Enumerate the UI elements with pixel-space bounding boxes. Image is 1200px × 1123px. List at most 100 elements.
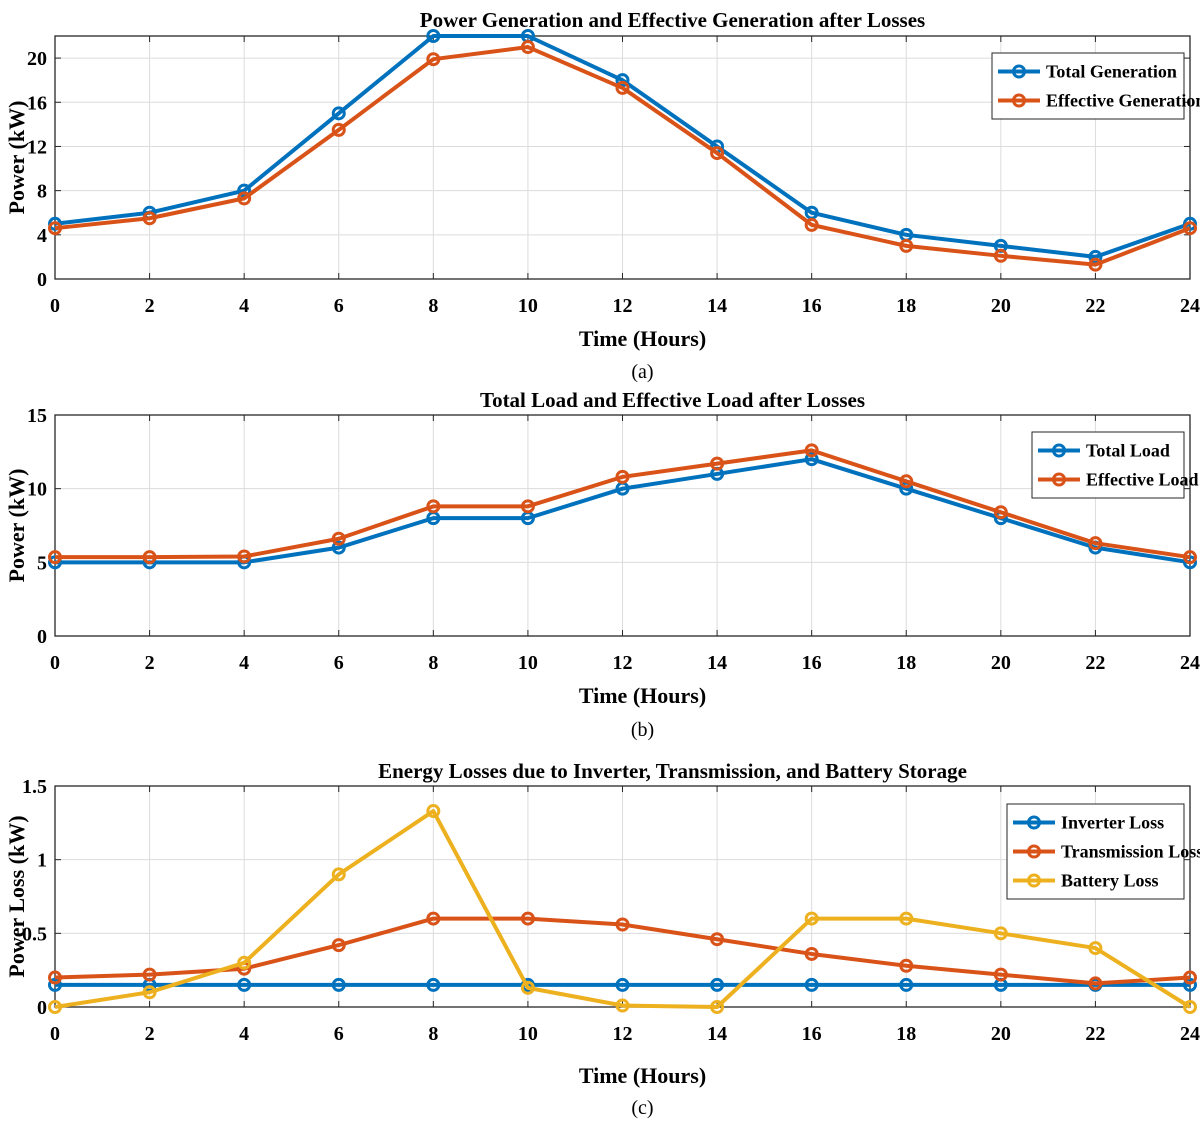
data-point: [331, 938, 346, 953]
y-tick-label: 4: [37, 225, 47, 247]
data-point: [142, 211, 157, 226]
data-point: [142, 550, 157, 565]
data-point: [1088, 257, 1103, 272]
data-point: [710, 977, 725, 992]
data-point: [615, 80, 630, 95]
x-tick-label: 10: [518, 1023, 538, 1045]
x-tick-label: 10: [518, 652, 538, 674]
legend-label: Total Generation: [1046, 62, 1177, 82]
x-tick-label: 20: [991, 652, 1011, 674]
data-point: [142, 967, 157, 982]
legend-box: [991, 52, 1185, 120]
data-point: [615, 977, 630, 992]
legend-marker: [1052, 472, 1066, 487]
data-point: [1183, 550, 1197, 565]
data-point: [48, 216, 62, 231]
x-tick-label: 12: [613, 652, 633, 674]
x-tick-label: 4: [239, 1023, 249, 1045]
data-point: [48, 977, 62, 992]
data-point: [615, 998, 630, 1013]
data-point: [615, 469, 630, 484]
data-point: [331, 540, 346, 555]
data-point: [899, 474, 914, 489]
data-point: [993, 505, 1008, 520]
data-point: [1183, 1000, 1197, 1014]
x-tick-label: 8: [428, 295, 438, 317]
x-tick-label: 6: [334, 1023, 344, 1045]
data-point: [804, 911, 819, 926]
legend-marker: [1027, 844, 1041, 859]
data-point: [804, 443, 819, 458]
data-point: [237, 549, 252, 564]
x-tick-label: 16: [802, 1023, 822, 1045]
data-point: [520, 499, 535, 514]
panel-caption: (b): [631, 719, 654, 741]
legend-label: Effective Generation: [1046, 91, 1200, 111]
legend: Total Generation Effective Generation: [991, 52, 1200, 120]
x-tick-label: 22: [1085, 1023, 1105, 1045]
series-battery-loss: [48, 804, 1197, 1014]
y-tick-label: 16: [27, 92, 47, 114]
x-tick-label: 20: [991, 295, 1011, 317]
x-tick-label: 14: [707, 652, 727, 674]
data-point: [48, 221, 62, 236]
y-tick-label: 12: [27, 136, 47, 158]
y-tick-label: 1: [37, 850, 47, 872]
data-point: [1183, 970, 1197, 985]
x-tick-label: 18: [896, 295, 916, 317]
x-axis-label: Time (Hours): [579, 1063, 706, 1088]
chart-title: Power Generation and Effective Generatio…: [420, 8, 925, 32]
series-line: [54, 34, 1191, 259]
data-point: [710, 456, 725, 471]
x-tick-label: 16: [802, 652, 822, 674]
legend-label: Transmission Loss: [1061, 842, 1200, 862]
x-tick-label: 8: [428, 652, 438, 674]
x-tick-label: 20: [991, 1023, 1011, 1045]
legend-marker: [1052, 443, 1066, 458]
x-tick-label: 10: [518, 295, 538, 317]
data-point: [48, 970, 62, 985]
data-point: [426, 29, 441, 43]
x-tick-label: 14: [707, 295, 727, 317]
data-point: [426, 52, 441, 67]
data-point: [237, 977, 252, 992]
data-point: [1088, 976, 1103, 991]
data-point: [426, 977, 441, 992]
series-effective-load: [48, 443, 1197, 565]
data-point: [993, 967, 1008, 982]
data-point: [899, 911, 914, 926]
series-line: [55, 448, 1191, 560]
data-point: [1183, 221, 1197, 236]
data-point: [804, 452, 819, 467]
legend-label: Effective Load: [1086, 470, 1198, 490]
chart-title: Energy Losses due to Inverter, Transmiss…: [378, 759, 967, 783]
data-point: [804, 217, 819, 232]
x-tick-label: 18: [896, 652, 916, 674]
y-axis-label: Power Loss (kW): [4, 815, 29, 977]
data-point: [710, 932, 725, 947]
data-point: [331, 106, 346, 121]
data-point: [48, 550, 62, 565]
x-tick-label: 14: [707, 1023, 727, 1045]
series-effective-generation: [48, 40, 1197, 272]
data-point: [993, 248, 1008, 263]
x-tick-label: 4: [239, 295, 249, 317]
y-tick-label: 10: [27, 479, 47, 501]
x-tick-label: 2: [145, 1023, 155, 1045]
x-tick-label: 8: [428, 1023, 438, 1045]
data-point: [426, 804, 441, 819]
x-tick-label: 12: [613, 1023, 633, 1045]
data-point: [899, 958, 914, 973]
y-tick-label: 0: [37, 997, 47, 1019]
data-point: [237, 191, 252, 206]
data-point: [331, 531, 346, 546]
data-point: [899, 238, 914, 253]
x-tick-label: 0: [50, 1023, 60, 1045]
legend-marker: [1027, 815, 1041, 830]
x-tick-label: 22: [1085, 295, 1105, 317]
data-point: [520, 911, 535, 926]
data-point: [426, 911, 441, 926]
